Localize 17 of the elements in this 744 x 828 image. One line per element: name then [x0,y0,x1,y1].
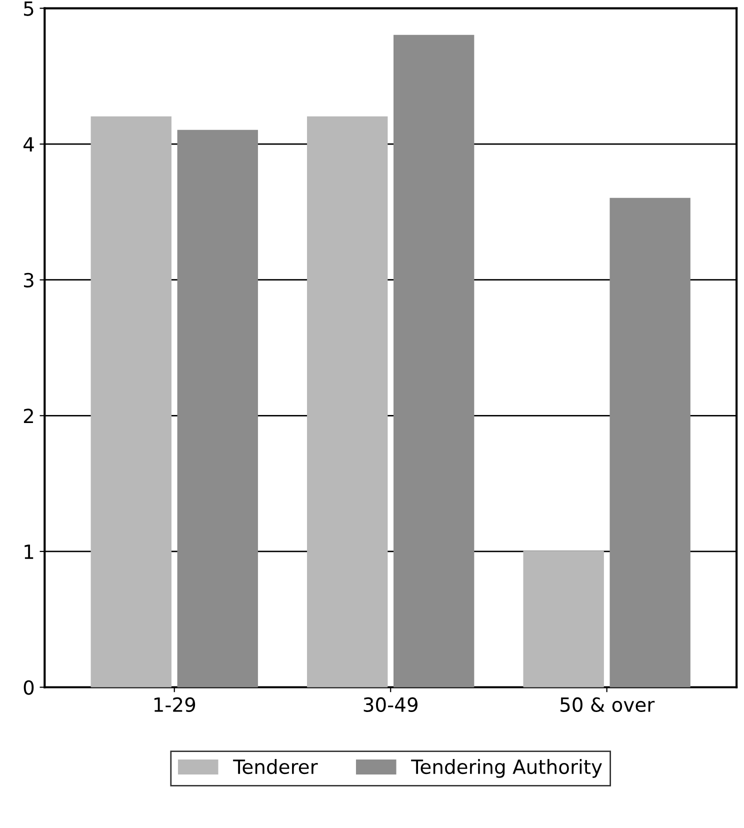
bar [523,550,604,688]
y-tick-label: 4 [23,137,34,152]
y-tick-label: 0 [24,680,34,695]
bar [610,198,690,688]
y-tick-label: 3 [24,272,34,288]
legend-label: Tenderer [233,759,318,774]
bar [90,116,172,688]
x-tick-label: 50 & over [560,697,655,712]
y-tick-label: 5 [24,1,34,16]
bar [177,130,258,688]
x-tick-label: 30-49 [364,697,418,712]
bar [307,116,388,688]
y-tick-label: 1 [24,544,34,559]
legend-label: Tendering Authority [411,759,602,778]
bar [394,34,474,688]
y-tick-label: 2 [24,408,33,424]
x-tick-label: 1-29 [154,697,196,712]
